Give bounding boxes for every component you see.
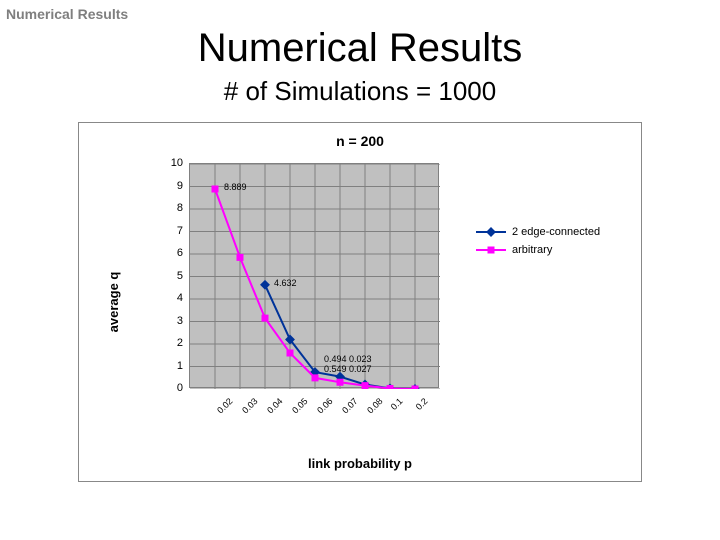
chart-data-label: 4.632 (274, 278, 297, 288)
chart-data-label: 8.889 (224, 182, 247, 192)
slide: Numerical Results Numerical Results # of… (0, 0, 720, 540)
chart-plot-area (189, 163, 439, 388)
xtick-label: 0.03 (240, 396, 259, 415)
chart-data-label: 0.549 (324, 364, 347, 374)
chart-ylabel: average q (106, 272, 121, 333)
ytick-label: 5 (177, 270, 183, 282)
xtick-label: 0.02 (215, 396, 234, 415)
xtick-label: 0.04 (265, 396, 284, 415)
legend-item: 2 edge-connected (476, 223, 631, 241)
chart-data-label: 0.494 (324, 354, 347, 364)
ytick-label: 6 (177, 247, 183, 259)
slide-title: Numerical Results (0, 26, 720, 71)
ytick-label: 0 (177, 382, 183, 394)
chart-container: n = 200 average q link probability p 0 1 2… (78, 122, 642, 482)
ytick-label: 7 (177, 225, 183, 237)
xtick-label: 0.05 (290, 396, 309, 415)
ytick-label: 3 (177, 315, 183, 327)
ytick-label: 4 (177, 292, 183, 304)
chart-title: n = 200 (79, 133, 641, 149)
legend-label: 2 edge-connected (512, 226, 600, 238)
legend-item: arbitrary (476, 241, 631, 259)
chart-data-label: 0.023 (349, 354, 372, 364)
legend-label: arbitrary (512, 244, 552, 256)
ytick-label: 10 (171, 157, 183, 169)
chart-svg (190, 164, 440, 389)
ytick-label: 2 (177, 337, 183, 349)
ytick-label: 1 (177, 360, 183, 372)
xtick-label: 0.06 (315, 396, 334, 415)
slide-subtitle: # of Simulations = 1000 (0, 76, 720, 107)
chart-xlabel: link probability p (79, 456, 641, 471)
xtick-label: 0.08 (365, 396, 384, 415)
chart-legend: 2 edge-connected arbitrary (476, 223, 631, 259)
slide-header-small: Numerical Results (6, 6, 128, 22)
xtick-label: 0.07 (340, 396, 359, 415)
ytick-label: 8 (177, 202, 183, 214)
xtick-label: 0.2 (414, 396, 430, 412)
xtick-label: 0.1 (389, 396, 405, 412)
chart-data-label: 0.027 (349, 364, 372, 374)
ytick-label: 9 (177, 180, 183, 192)
